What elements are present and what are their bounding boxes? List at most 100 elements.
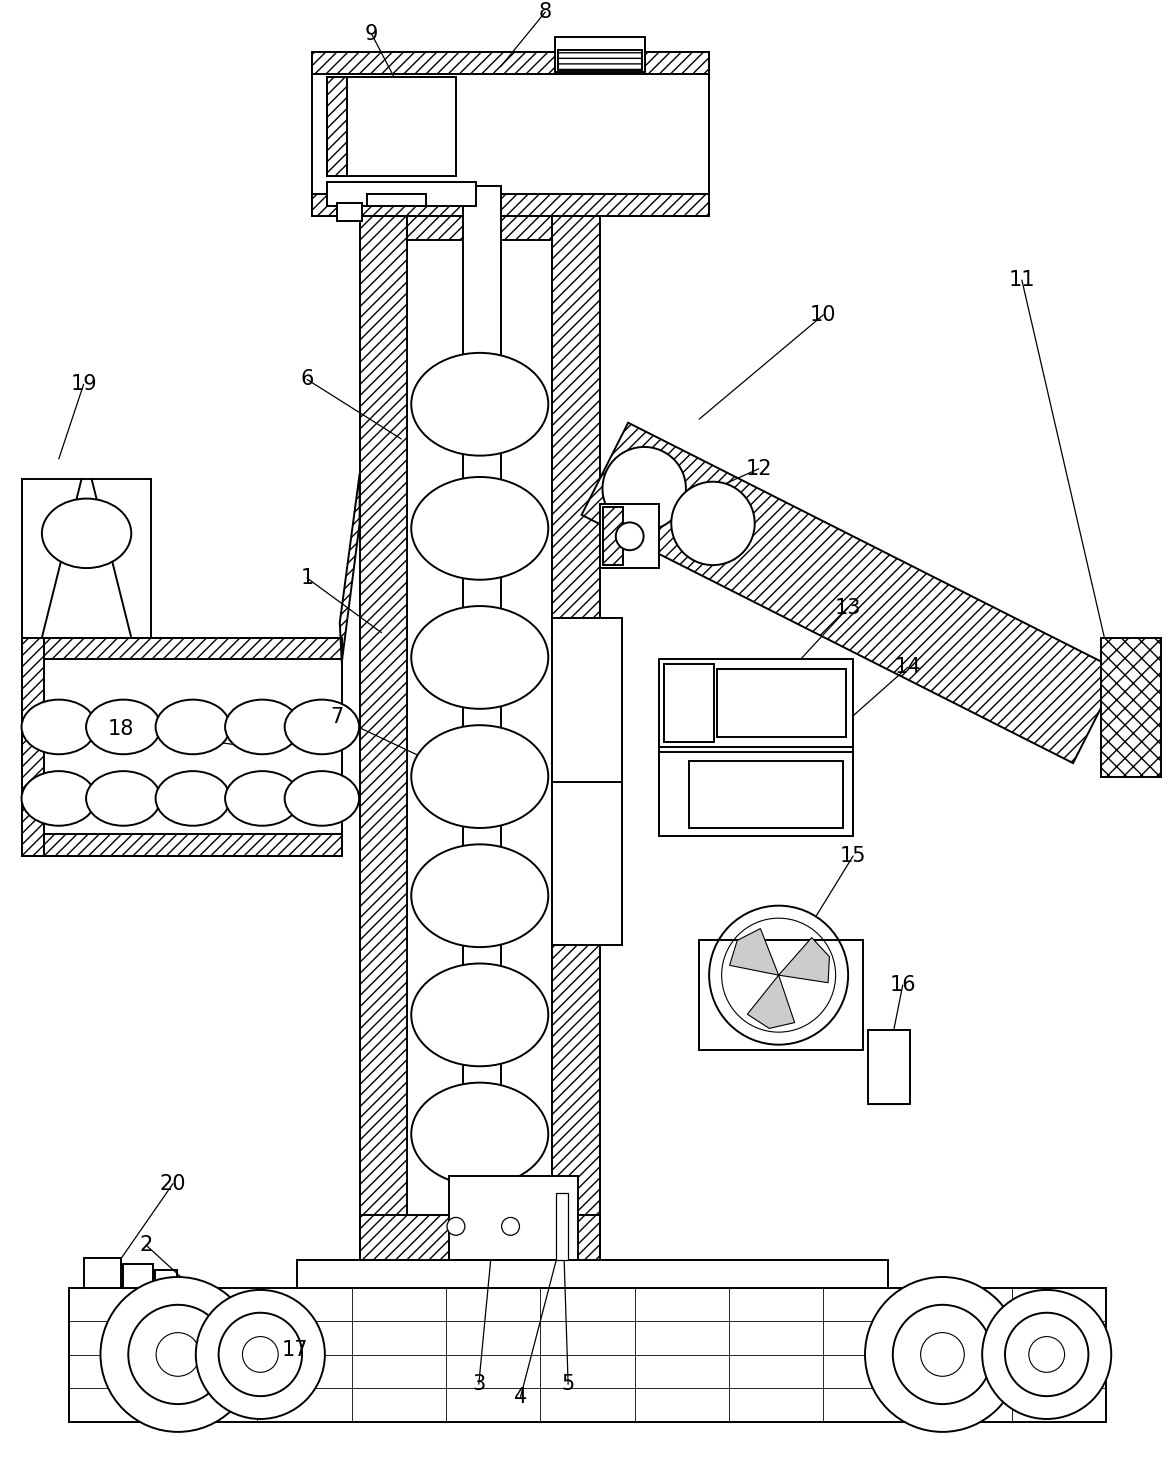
Text: 7: 7	[330, 707, 344, 728]
Bar	[366, 194, 426, 206]
Ellipse shape	[156, 772, 230, 826]
Ellipse shape	[411, 725, 548, 828]
Circle shape	[156, 1333, 200, 1376]
Bar	[660, 751, 853, 837]
Text: 8: 8	[539, 1, 552, 22]
Circle shape	[218, 1312, 302, 1396]
Ellipse shape	[411, 844, 548, 947]
Circle shape	[196, 1290, 325, 1418]
Bar	[359, 215, 407, 1259]
Bar	[700, 940, 863, 1050]
Bar	[558, 50, 642, 69]
Bar	[689, 760, 843, 828]
Bar	[326, 181, 475, 206]
Text: 13: 13	[835, 598, 862, 617]
Circle shape	[447, 1217, 465, 1236]
Text: 16: 16	[890, 975, 916, 996]
Bar	[359, 1215, 600, 1259]
Circle shape	[1005, 1312, 1088, 1396]
Text: 18: 18	[108, 719, 135, 739]
Polygon shape	[729, 928, 778, 975]
Bar	[664, 664, 714, 742]
Bar	[312, 52, 709, 215]
Bar	[556, 1193, 568, 1259]
Circle shape	[709, 906, 848, 1044]
Ellipse shape	[411, 354, 548, 455]
Ellipse shape	[225, 700, 299, 754]
Bar	[326, 77, 346, 175]
Bar	[660, 660, 853, 747]
Ellipse shape	[411, 605, 548, 709]
Circle shape	[501, 1217, 519, 1236]
Text: 6: 6	[301, 370, 313, 389]
Bar	[22, 638, 43, 856]
Ellipse shape	[21, 700, 96, 754]
Circle shape	[892, 1305, 992, 1404]
Bar	[448, 1175, 578, 1259]
Ellipse shape	[86, 700, 161, 754]
Circle shape	[865, 1277, 1020, 1432]
Polygon shape	[581, 423, 1120, 763]
Polygon shape	[1101, 638, 1161, 776]
Bar	[312, 194, 709, 215]
Bar	[717, 669, 846, 736]
Bar	[83, 1258, 121, 1287]
Circle shape	[983, 1290, 1112, 1418]
Circle shape	[920, 1333, 964, 1376]
Polygon shape	[778, 938, 829, 982]
Ellipse shape	[225, 772, 299, 826]
Bar	[552, 617, 622, 946]
Text: 15: 15	[839, 846, 866, 866]
Polygon shape	[748, 975, 795, 1028]
Polygon shape	[339, 474, 359, 663]
Circle shape	[672, 482, 755, 566]
Text: 3: 3	[472, 1374, 485, 1395]
Bar	[600, 504, 660, 569]
Text: 2: 2	[140, 1236, 153, 1255]
Circle shape	[602, 446, 686, 530]
Text: 1: 1	[301, 569, 313, 588]
Bar	[603, 507, 622, 566]
Text: 14: 14	[895, 657, 920, 678]
Ellipse shape	[284, 700, 359, 754]
Bar	[326, 77, 456, 175]
Ellipse shape	[86, 772, 161, 826]
Circle shape	[101, 1277, 256, 1432]
Bar	[552, 215, 600, 1259]
Circle shape	[616, 523, 643, 551]
Text: 4: 4	[514, 1388, 527, 1407]
Circle shape	[1028, 1336, 1065, 1373]
Text: 19: 19	[70, 374, 97, 395]
Ellipse shape	[42, 498, 131, 569]
Text: 11: 11	[1008, 270, 1035, 290]
Circle shape	[128, 1305, 228, 1404]
Bar	[22, 834, 342, 856]
Bar	[155, 1270, 177, 1287]
Ellipse shape	[284, 772, 359, 826]
Bar	[407, 215, 552, 240]
Text: 9: 9	[365, 24, 378, 44]
Text: 12: 12	[745, 458, 772, 479]
Bar	[297, 1259, 888, 1287]
Ellipse shape	[411, 477, 548, 580]
Ellipse shape	[156, 700, 230, 754]
Circle shape	[243, 1336, 278, 1373]
Circle shape	[722, 918, 836, 1033]
Bar	[312, 52, 709, 74]
Bar	[123, 1264, 153, 1287]
Bar	[22, 638, 342, 856]
Text: 5: 5	[561, 1374, 575, 1395]
Ellipse shape	[411, 1083, 548, 1186]
Bar	[22, 479, 151, 638]
Text: 10: 10	[810, 305, 837, 326]
Text: 20: 20	[160, 1174, 187, 1193]
Bar	[555, 37, 645, 72]
Ellipse shape	[21, 772, 96, 826]
Bar	[463, 186, 500, 1259]
Bar	[407, 215, 552, 1259]
Bar	[868, 1030, 910, 1105]
Ellipse shape	[411, 963, 548, 1066]
Bar	[337, 203, 362, 221]
Bar	[69, 1287, 1106, 1421]
Bar	[22, 638, 342, 660]
